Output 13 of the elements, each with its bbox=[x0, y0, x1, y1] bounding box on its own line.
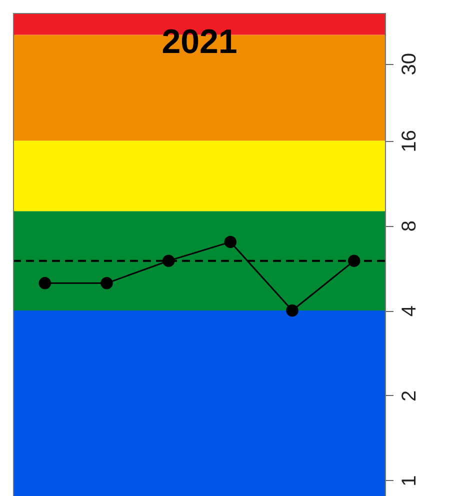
point bbox=[286, 304, 298, 317]
point bbox=[348, 254, 360, 267]
y-tick-label: 4 bbox=[398, 305, 420, 317]
y-tick-label: 2 bbox=[398, 390, 420, 402]
chart-title: 2021 bbox=[162, 23, 238, 61]
y-tick-label: 30 bbox=[398, 53, 420, 76]
y-tick-label: 16 bbox=[398, 130, 420, 152]
point bbox=[38, 277, 52, 290]
point bbox=[100, 277, 113, 290]
y-tick-label: 8 bbox=[398, 220, 420, 232]
point bbox=[162, 254, 175, 267]
y-tick-label: 1 bbox=[398, 475, 420, 486]
point bbox=[224, 236, 237, 248]
